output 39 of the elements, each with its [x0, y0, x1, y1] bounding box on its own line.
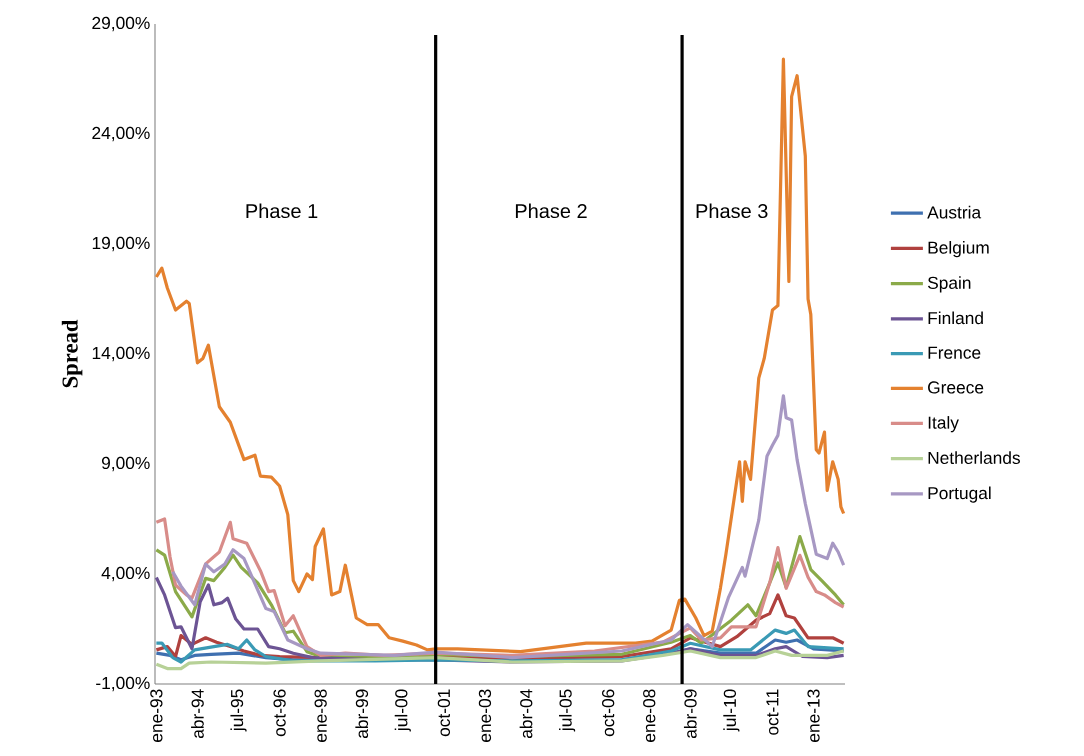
y-tick-label: 29,00%	[92, 16, 150, 32]
legend-label: Belgium	[928, 241, 989, 258]
legend-label: Portugal	[928, 486, 991, 503]
x-tick-label: abr-04	[519, 689, 533, 739]
line-series	[171, 394, 846, 660]
x-tick-label: ene-08	[643, 689, 656, 742]
x-tick-label: oct-11	[766, 689, 779, 735]
legend-label: Netherlands	[928, 451, 1020, 465]
x-tick-label: jul-95	[230, 689, 247, 732]
x-tick-label: oct-06	[602, 689, 615, 737]
x-tick-label: ene-93	[150, 689, 163, 742]
legend-label: Finland	[928, 311, 983, 325]
y-tick-label: -1,00%	[96, 676, 150, 692]
legend-label: Austria	[927, 205, 982, 219]
annotation: Phase 3	[696, 203, 768, 219]
x-tick-label: abr-09	[683, 689, 697, 739]
annotation: Phase 2	[515, 203, 587, 219]
annotation: Phase 1	[246, 203, 318, 219]
y-tick-label: 9,00%	[101, 456, 150, 472]
y-tick-label: 14,00%	[92, 346, 150, 362]
x-tick-label: jul-00	[394, 689, 411, 732]
x-tick-label: ene-03	[478, 689, 492, 742]
x-tick-label: abr-99	[355, 689, 369, 739]
x-tick-label: ene-13	[807, 689, 820, 742]
legend-label: Spain	[927, 276, 971, 293]
legend-label: Greece	[928, 381, 984, 394]
y-tick-label: 4,00%	[101, 566, 150, 582]
legend-label: Frence	[928, 346, 981, 359]
x-tick-label: oct-96	[273, 689, 286, 737]
line-series	[154, 57, 846, 654]
y-tick-label: 19,00%	[92, 236, 150, 252]
y-axis-title: Spread	[61, 319, 83, 388]
x-tick-label: jul-05	[559, 689, 576, 732]
x-tick-label: abr-94	[191, 689, 204, 739]
y-tick-label: 24,00%	[92, 126, 150, 142]
x-tick-label: oct-01	[437, 689, 451, 737]
x-tick-label: ene-98	[314, 689, 327, 742]
x-tick-label: jul-10	[723, 689, 740, 732]
legend-label: Italy	[928, 416, 959, 433]
